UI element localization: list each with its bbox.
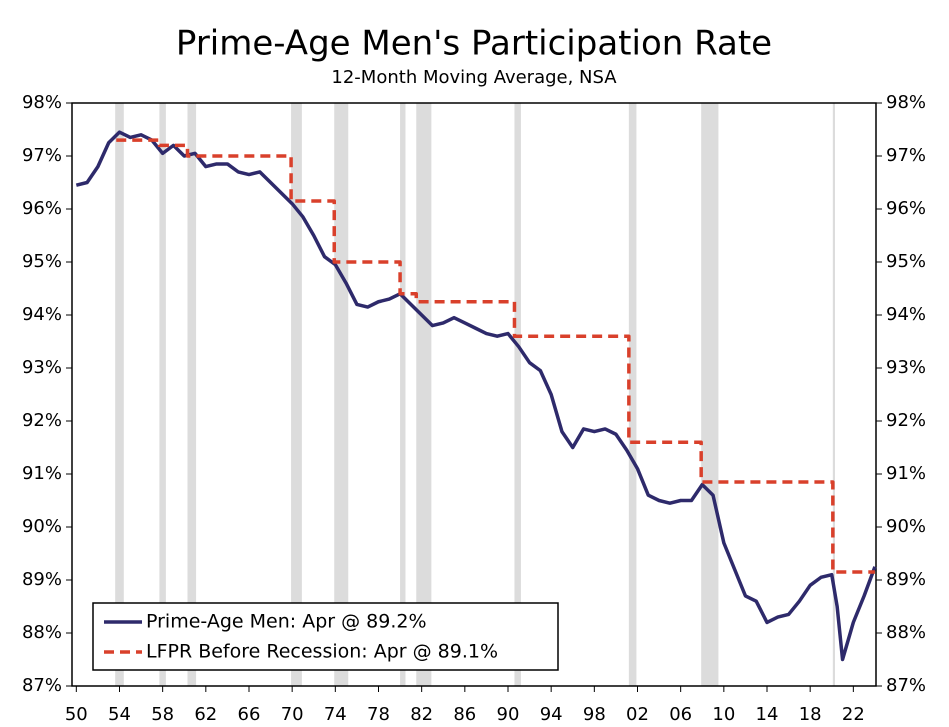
y-tick-label: 91% <box>22 463 62 484</box>
recession-band <box>701 103 719 686</box>
series-line <box>116 138 875 574</box>
y2-tick-label: 93% <box>886 357 926 378</box>
legend: Prime-Age Men: Apr @ 89.2% LFPR Before Re… <box>92 602 559 671</box>
x-tick-label: 74 <box>324 704 347 725</box>
x-tick-label: 10 <box>712 704 735 725</box>
y-tick-label: 93% <box>22 357 62 378</box>
recession-band <box>832 103 835 686</box>
y-tick-label: 89% <box>22 569 62 590</box>
x-tick-label: 90 <box>497 704 520 725</box>
plot-frame <box>71 102 877 687</box>
legend-box <box>92 602 559 671</box>
recession-band <box>514 103 521 686</box>
x-tick-label: 06 <box>669 704 692 725</box>
y2-tick-label: 97% <box>886 145 926 166</box>
x-tick-label: 70 <box>281 704 304 725</box>
y-tick-label: 98% <box>22 92 62 113</box>
y-tick-label: 92% <box>22 410 62 431</box>
recession-band <box>334 103 349 686</box>
y2-tick-label: 92% <box>886 410 926 431</box>
x-tick-label: 82 <box>410 704 433 725</box>
y2-tick-label: 96% <box>886 198 926 219</box>
recession-band <box>115 103 124 686</box>
chart-title: Prime-Age Men's Participation Rate <box>176 24 772 64</box>
y2-tick-label: 89% <box>886 569 926 590</box>
chart-subtitle: 12-Month Moving Average, NSA <box>331 67 617 88</box>
x-tick-label: 86 <box>453 704 476 725</box>
y2-tick-label: 87% <box>886 675 926 696</box>
y2-tick-label: 90% <box>886 516 926 537</box>
recession-band <box>291 103 302 686</box>
legend-label: LFPR Before Recession: Apr @ 89.1% <box>146 641 498 663</box>
x-tick-label: 54 <box>108 704 131 725</box>
series-line <box>75 130 877 662</box>
x-tick-label: 58 <box>151 704 174 725</box>
recession-band <box>416 103 432 686</box>
x-tick-label: 62 <box>194 704 217 725</box>
x-tick-label: 94 <box>540 704 563 725</box>
y-tick-label: 96% <box>22 198 62 219</box>
recession-band <box>187 103 197 686</box>
y2-tick-label: 98% <box>886 92 926 113</box>
y2-tick-label: 94% <box>886 304 926 325</box>
y-tick-label: 97% <box>22 145 62 166</box>
y-tick-label: 90% <box>22 516 62 537</box>
y-tick-label: 88% <box>22 622 62 643</box>
recession-band <box>628 103 637 686</box>
y2-tick-label: 88% <box>886 622 926 643</box>
y-tick-label: 94% <box>22 304 62 325</box>
x-tick-label: 02 <box>626 704 649 725</box>
x-tick-label: 18 <box>799 704 822 725</box>
legend-label: Prime-Age Men: Apr @ 89.2% <box>146 611 427 633</box>
y-tick-label: 95% <box>22 251 62 272</box>
y2-tick-label: 91% <box>886 463 926 484</box>
x-tick-label: 98 <box>583 704 606 725</box>
x-tick-label: 66 <box>238 704 261 725</box>
x-tick-label: 50 <box>65 704 88 725</box>
x-tick-label: 14 <box>756 704 779 725</box>
recession-band <box>400 103 406 686</box>
x-tick-label: 78 <box>367 704 390 725</box>
y-tick-label: 87% <box>22 675 62 696</box>
recession-band <box>159 103 166 686</box>
x-tick-label: 22 <box>842 704 865 725</box>
y2-tick-label: 95% <box>886 251 926 272</box>
